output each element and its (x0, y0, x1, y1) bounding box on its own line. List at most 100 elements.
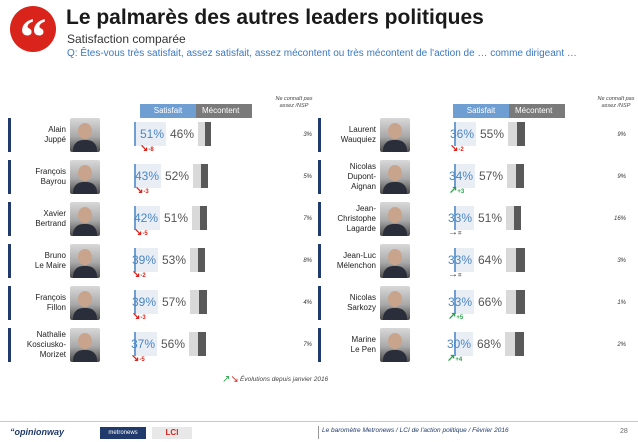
bar-satisfait (454, 164, 475, 188)
leader-name-line: Aignan (351, 182, 376, 191)
leader-photo (70, 160, 100, 194)
value-satisfait: 33% (447, 253, 472, 267)
row-accent-bar (8, 160, 11, 194)
leader-name: Nicolas Dupont- Aignan (324, 162, 376, 192)
bar-satisfait (454, 206, 474, 230)
bar-mecontent-dark (200, 206, 207, 230)
evolution-value: = (458, 231, 462, 237)
evolution-delta: ↗+5 (448, 311, 463, 322)
bar-satisfait (134, 206, 160, 230)
arrow-down-icon: ↘ (134, 227, 143, 238)
arrow-right-icon: → (448, 269, 458, 280)
survey-question: Q: Êtes-vous très satisfait, assez satis… (67, 48, 577, 59)
value-mecontent: 56% (161, 337, 186, 351)
arrow-up-icon: ↗ (447, 353, 456, 364)
legend-arrows: ↗↘ (222, 374, 239, 385)
bar-satisfait (454, 122, 476, 146)
leader-photo (70, 202, 100, 236)
leader-photo (380, 286, 410, 320)
value-satisfait: 30% (446, 337, 471, 351)
leader-name-line: Nicolas (349, 293, 376, 302)
leader-name-line: Lagarde (346, 224, 376, 233)
leader-name: Jean- Christophe Lagarde (324, 204, 376, 234)
footer-separator (318, 426, 319, 439)
bar-satisfait (134, 122, 166, 146)
bar-satisfait (134, 290, 158, 314)
header-nsp-left: Ne connaît pas assez /NSP (275, 96, 313, 109)
value-mecontent: 64% (478, 253, 503, 267)
evolution-value: -2 (140, 273, 146, 279)
evolution-value: -2 (458, 147, 464, 153)
evolution-value: +4 (455, 357, 463, 363)
row-accent-bar (318, 160, 321, 194)
header-mecontent-right: Mécontent (509, 104, 565, 118)
bar-mecontent-dark (515, 332, 524, 356)
legend-note: Évolutions depuis janvier 2016 (240, 376, 329, 383)
row-accent-bar (8, 202, 11, 236)
evolution-delta: →= (448, 269, 462, 280)
footer-divider (0, 421, 638, 422)
leader-name-line: Nicolas (349, 162, 376, 171)
evolution-delta: ↘-8 (140, 143, 154, 154)
value-mecontent: 57% (479, 169, 504, 183)
leader-row: François Fillon 39% ↘-3 57% 4% (8, 286, 318, 322)
value-mecontent: 66% (478, 295, 503, 309)
leader-photo (380, 160, 410, 194)
bar-mecontent-dark (514, 206, 521, 230)
leader-name-line: Mélenchon (336, 261, 376, 270)
leader-name-line: Marine (351, 335, 376, 344)
leader-name: François Bayrou (14, 167, 66, 187)
page-number: 28 (620, 428, 628, 435)
bar-mecontent-dark (198, 248, 205, 272)
leader-name: François Fillon (14, 293, 66, 313)
arrow-down-icon: ↘ (140, 143, 149, 154)
value-mecontent: 52% (165, 169, 190, 183)
leader-name-line: Bruno (44, 251, 66, 260)
arrow-down-icon: ↘ (132, 311, 141, 322)
evolution-value: -5 (139, 357, 145, 363)
leader-name-line: Wauquiez (340, 135, 376, 144)
bar-mecontent-light (190, 290, 199, 314)
leader-name-line: Nathalie (36, 330, 66, 339)
value-satisfait: 33% (447, 211, 472, 225)
bar-mecontent-light (507, 164, 516, 188)
bar-mecontent-light (198, 122, 205, 146)
header-nsp-right: Ne connaît pas assez /NSP (597, 96, 635, 109)
value-mecontent: 57% (162, 295, 187, 309)
evolution-delta: ↘-5 (134, 227, 148, 238)
value-mecontent: 51% (164, 211, 189, 225)
leader-name: Laurent Wauquiez (324, 125, 376, 145)
value-satisfait: 37% (130, 337, 155, 351)
row-accent-bar (8, 244, 11, 278)
leader-photo (380, 328, 410, 362)
value-mecontent: 51% (478, 211, 503, 225)
evolution-delta: ↗+3 (449, 185, 464, 196)
leader-name-line: Alain (48, 125, 66, 134)
arrow-down-icon: ↘ (132, 269, 141, 280)
page-subtitle: Satisfaction comparée (67, 32, 186, 46)
quote-logo: “ (10, 6, 56, 67)
arrow-down-icon: ↘ (135, 185, 144, 196)
bar-mecontent-dark (516, 164, 524, 188)
leader-row: Laurent Wauquiez 36% ↘-2 55% 9% (318, 118, 628, 154)
bar-mecontent-dark (205, 122, 211, 146)
evolution-delta: ↘-2 (132, 269, 146, 280)
evolution-delta: ↘-2 (450, 143, 464, 154)
leader-name-line: Xavier (43, 209, 66, 218)
bar-mecontent-light (506, 248, 516, 272)
leader-name: Marine Le Pen (324, 335, 376, 355)
value-nsp: 16% (613, 216, 626, 222)
leader-row: Nicolas Dupont- Aignan 34% ↗+3 57% 9% (318, 160, 628, 196)
evolution-delta: ↘-5 (131, 353, 145, 364)
evolution-value: -8 (148, 147, 154, 153)
leader-name-line: Bayrou (40, 177, 66, 186)
value-nsp: 7% (303, 342, 312, 348)
row-accent-bar (318, 202, 321, 236)
leader-photo (70, 286, 100, 320)
row-accent-bar (318, 118, 321, 152)
evolution-value: +3 (457, 189, 465, 195)
value-nsp: 2% (617, 342, 626, 348)
evolution-value: -3 (140, 315, 146, 321)
leader-name: Nicolas Sarkozy (324, 293, 376, 313)
bar-satisfait (454, 290, 474, 314)
